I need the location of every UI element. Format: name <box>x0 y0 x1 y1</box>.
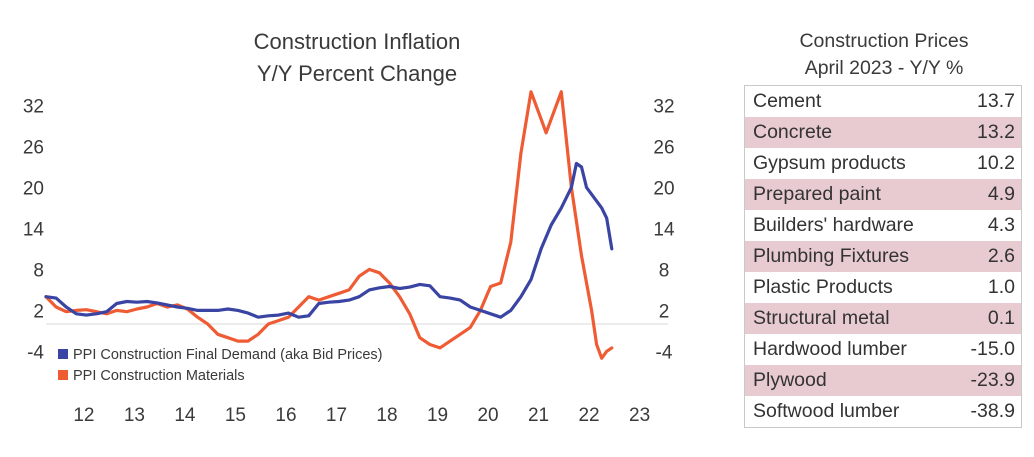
y-tick-right: 8 <box>659 260 670 281</box>
x-tick-label: 12 <box>73 405 94 426</box>
right-y-axis-ticks: 32 26 20 14 8 2 -4 <box>653 96 675 363</box>
legend-swatch-final-demand <box>58 349 68 359</box>
x-tick-label: 19 <box>427 405 448 426</box>
table-row: Plumbing Fixtures 2.6 <box>744 241 1022 272</box>
table-row: Concrete 13.2 <box>744 117 1022 148</box>
legend-label-materials: PPI Construction Materials <box>73 368 245 384</box>
row-label: Plastic Products <box>753 276 893 298</box>
row-label: Concrete <box>744 117 952 148</box>
table-row: Hardwood lumber -15.0 <box>745 334 1022 365</box>
row-label: Softwood lumber <box>753 400 900 422</box>
y-tick-right: 20 <box>653 178 674 199</box>
y-tick-left: 20 <box>23 178 44 199</box>
y-tick-left: 2 <box>33 301 44 322</box>
y-tick-left: 26 <box>23 137 44 158</box>
x-tick-label: 18 <box>376 405 397 426</box>
legend-swatch-materials <box>58 370 68 380</box>
table-row: Gypsum products 10.2 <box>745 148 1022 179</box>
table-row: Plywood -23.9 <box>744 365 1022 396</box>
y-tick-right: -4 <box>656 342 673 363</box>
table-row: Cement 13.7 <box>745 86 1022 118</box>
table-row: Builders' hardware 4.3 <box>745 210 1022 241</box>
table-row: Structural metal 0.1 <box>744 303 1022 334</box>
row-label: Gypsum products <box>753 152 906 174</box>
construction-prices-panel: Construction Prices April 2023 - Y/Y % C… <box>744 28 1024 428</box>
y-tick-left: -4 <box>27 342 44 363</box>
y-tick-right: 32 <box>653 96 674 117</box>
x-tick-label: 13 <box>124 405 145 426</box>
row-value: 13.2 <box>951 117 1022 148</box>
row-value: -23.9 <box>951 365 1022 396</box>
y-tick-right: 2 <box>659 301 670 322</box>
table-row: Softwood lumber -38.9 <box>745 396 1022 428</box>
row-label: Cement <box>753 90 822 112</box>
row-label: Builders' hardware <box>753 214 914 236</box>
row-label: Plywood <box>744 365 952 396</box>
line-chart: Construction Inflation Y/Y Percent Chang… <box>23 29 675 426</box>
legend-label-final-demand: PPI Construction Final Demand (aka Bid P… <box>73 347 382 363</box>
y-tick-left: 32 <box>23 96 44 117</box>
table-row: Plastic Products 1.0 <box>745 272 1022 303</box>
table-row: Prepared paint 4.9 <box>744 179 1022 210</box>
series-line-materials <box>44 90 614 360</box>
y-tick-left: 14 <box>23 219 45 240</box>
row-value: 13.7 <box>977 90 1015 112</box>
row-value: 1.0 <box>987 276 1015 298</box>
x-tick-label: 16 <box>275 405 296 426</box>
chart-subtitle: Y/Y Percent Change <box>257 61 457 86</box>
row-value: 4.9 <box>951 179 1022 210</box>
row-value: -38.9 <box>970 400 1015 422</box>
x-tick-label: 21 <box>528 405 549 426</box>
x-tick-label: 15 <box>225 405 246 426</box>
x-tick-label: 14 <box>174 405 196 426</box>
row-label: Structural metal <box>744 303 952 334</box>
row-label: Hardwood lumber <box>753 338 907 360</box>
row-value: 0.1 <box>951 303 1022 334</box>
construction-prices-table: Cement 13.7 Concrete 13.2 Gypsum products 10.… <box>744 85 1022 428</box>
row-value: 4.3 <box>987 214 1015 236</box>
x-tick-label: 23 <box>629 405 650 426</box>
legend: PPI Construction Final Demand (aka Bid P… <box>58 347 382 384</box>
left-y-axis-ticks: 32 26 20 14 8 2 -4 <box>23 96 45 363</box>
chart-title: Construction Inflation <box>254 29 461 54</box>
row-label: Prepared paint <box>744 179 952 210</box>
x-tick-label: 22 <box>578 405 599 426</box>
x-axis-ticks: 12 13 14 15 16 17 18 19 20 21 22 23 <box>73 405 650 426</box>
row-label: Plumbing Fixtures <box>744 241 952 272</box>
table-subtitle: April 2023 - Y/Y % <box>804 57 964 79</box>
table-title: Construction Prices <box>799 30 969 52</box>
y-tick-right: 14 <box>653 219 675 240</box>
x-tick-label: 20 <box>477 405 498 426</box>
x-tick-label: 17 <box>326 405 347 426</box>
row-value: 10.2 <box>977 152 1015 174</box>
y-tick-left: 8 <box>33 260 44 281</box>
series-lines <box>44 90 614 360</box>
row-value: 2.6 <box>951 241 1022 272</box>
y-tick-right: 26 <box>653 137 674 158</box>
series-line-final-demand <box>44 161 614 319</box>
row-value: -15.0 <box>970 338 1015 360</box>
